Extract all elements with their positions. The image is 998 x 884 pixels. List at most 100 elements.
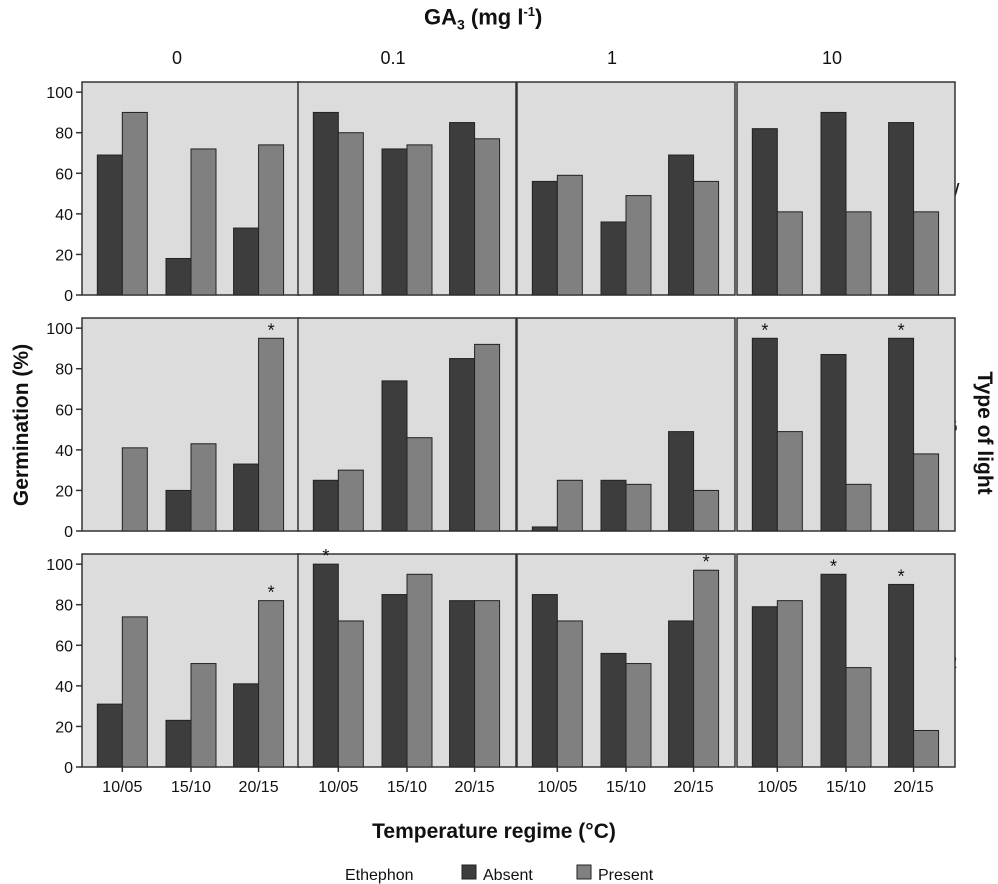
bar-W-0.1-absent-15/10: [381, 148, 408, 296]
bar-G-1-present-10/05: [556, 479, 583, 532]
column-label-1: 0: [172, 48, 182, 68]
bar-G-1-present-20/15: [693, 489, 720, 532]
significance-star-R-10-15/10: *: [830, 556, 837, 576]
significance-star-G-10-10/05: *: [761, 320, 768, 340]
bar-R-0-present-20/15: [258, 600, 285, 768]
bar-G-0-present-10/05: [121, 447, 148, 532]
legend-swatch-present: [576, 864, 592, 880]
bar-G-1-present-15/10: [625, 483, 652, 532]
legend-label-present: Present: [598, 867, 654, 884]
bar-G-0-absent-20/15: [233, 463, 260, 532]
legend-label-absent: Absent: [483, 867, 533, 884]
y-tick-label-G-80: 80: [55, 362, 73, 379]
y-tick-label-G-60: 60: [55, 402, 73, 419]
y-tick-label-R-0: 0: [64, 760, 73, 777]
bar-G-1-absent-10/05: [531, 526, 558, 532]
bar-G-10-absent-15/10: [820, 354, 847, 532]
bar-R-1-absent-15/10: [600, 652, 627, 768]
bar-W-0-absent-15/10: [165, 257, 192, 296]
bar-W-0-absent-20/15: [233, 227, 260, 296]
bar-G-0.1-present-10/05: [337, 469, 364, 532]
bar-W-10-present-15/10: [845, 211, 872, 296]
x-tick-label-1-15/10: 15/10: [171, 779, 211, 796]
bar-R-10-absent-10/05: [751, 606, 778, 768]
bar-W-0-present-10/05: [121, 111, 148, 296]
bar-W-0.1-absent-20/15: [449, 122, 476, 296]
x-tick-label-3-10/05: 10/05: [537, 779, 577, 796]
bar-W-0-present-15/10: [190, 148, 217, 296]
title-subscript: 3: [457, 16, 465, 33]
bar-W-10-present-10/05: [776, 211, 803, 296]
bar-R-10-present-10/05: [776, 600, 803, 768]
column-label-4: 10: [822, 48, 842, 68]
title-unit: (mg l: [464, 4, 524, 30]
bar-W-1-present-15/10: [625, 195, 652, 296]
bar-W-0-present-20/15: [258, 144, 285, 296]
significance-star-R-0.1-10/05: *: [322, 546, 329, 566]
bar-G-0.1-absent-15/10: [381, 380, 408, 532]
y-tick-label-W-40: 40: [55, 207, 73, 224]
bar-W-1-present-10/05: [556, 174, 583, 296]
title-unit-superscript: -1: [523, 4, 536, 19]
x-tick-label-4-15/10: 15/10: [826, 779, 866, 796]
bar-G-1-absent-20/15: [668, 431, 695, 532]
bar-G-10-present-15/10: [845, 483, 872, 532]
right-axis-title: Type of light: [973, 371, 996, 494]
significance-star-R-10-20/15: *: [898, 566, 905, 586]
bar-R-0-present-10/05: [121, 616, 148, 768]
y-tick-label-R-40: 40: [55, 679, 73, 696]
significance-star-G-10-20/15: *: [898, 320, 905, 340]
x-axis-title: Temperature regime (°C): [372, 820, 616, 843]
bar-R-10-absent-15/10: [820, 573, 847, 768]
bar-W-10-absent-15/10: [820, 111, 847, 296]
bar-R-0.1-absent-10/05: [312, 563, 339, 768]
bar-W-0.1-present-10/05: [337, 132, 364, 296]
y-tick-label-W-20: 20: [55, 247, 73, 264]
column-label-3: 1: [607, 48, 617, 68]
bar-W-1-absent-10/05: [531, 180, 558, 296]
bar-G-1-absent-15/10: [600, 479, 627, 532]
x-tick-label-1-10/05: 10/05: [102, 779, 142, 796]
bar-W-10-absent-10/05: [751, 128, 778, 296]
bar-R-0-absent-10/05: [96, 703, 123, 768]
bar-G-0-present-15/10: [190, 443, 217, 532]
bar-G-10-absent-10/05: [751, 337, 778, 532]
y-tick-label-W-60: 60: [55, 166, 73, 183]
bar-R-0-absent-15/10: [165, 719, 192, 768]
bar-R-1-present-20/15: [693, 569, 720, 768]
bar-W-1-absent-20/15: [668, 154, 695, 296]
x-tick-label-4-20/15: 20/15: [894, 779, 934, 796]
bar-R-0.1-absent-15/10: [381, 594, 408, 768]
y-tick-label-R-100: 100: [46, 557, 73, 574]
x-tick-label-3-15/10: 15/10: [606, 779, 646, 796]
x-tick-label-2-20/15: 20/15: [455, 779, 495, 796]
bar-R-0.1-absent-20/15: [449, 600, 476, 768]
y-tick-label-R-60: 60: [55, 638, 73, 655]
title-unit-close: ): [535, 4, 543, 30]
x-tick-label-4-10/05: 10/05: [757, 779, 797, 796]
y-tick-label-R-20: 20: [55, 719, 73, 736]
bar-G-0-absent-15/10: [165, 489, 192, 532]
y-tick-label-W-80: 80: [55, 126, 73, 143]
bar-G-0.1-present-20/15: [474, 343, 501, 532]
legend-title: Ethephon: [345, 867, 414, 884]
significance-star-R-0-20/15: *: [268, 583, 275, 603]
significance-star-R-1-20/15: *: [703, 552, 710, 572]
y-axis-title: Germination (%): [10, 344, 33, 506]
legend-swatch-absent: [461, 864, 477, 880]
bar-R-1-absent-20/15: [668, 620, 695, 768]
bar-W-0.1-present-15/10: [406, 144, 433, 296]
bar-G-0.1-absent-10/05: [312, 479, 339, 532]
bar-R-0-present-15/10: [190, 663, 217, 768]
x-tick-label-2-10/05: 10/05: [318, 779, 358, 796]
bar-R-0.1-present-10/05: [337, 620, 364, 768]
bar-W-0-absent-10/05: [96, 154, 123, 296]
bar-R-0.1-present-20/15: [474, 600, 501, 768]
y-tick-label-W-0: 0: [64, 288, 73, 305]
chart-title: GA3 (mg l-1): [424, 4, 542, 33]
bar-W-0.1-present-20/15: [474, 138, 501, 296]
bar-R-1-absent-10/05: [531, 594, 558, 768]
bar-W-10-present-20/15: [913, 211, 940, 296]
bar-G-10-absent-20/15: [888, 337, 915, 532]
